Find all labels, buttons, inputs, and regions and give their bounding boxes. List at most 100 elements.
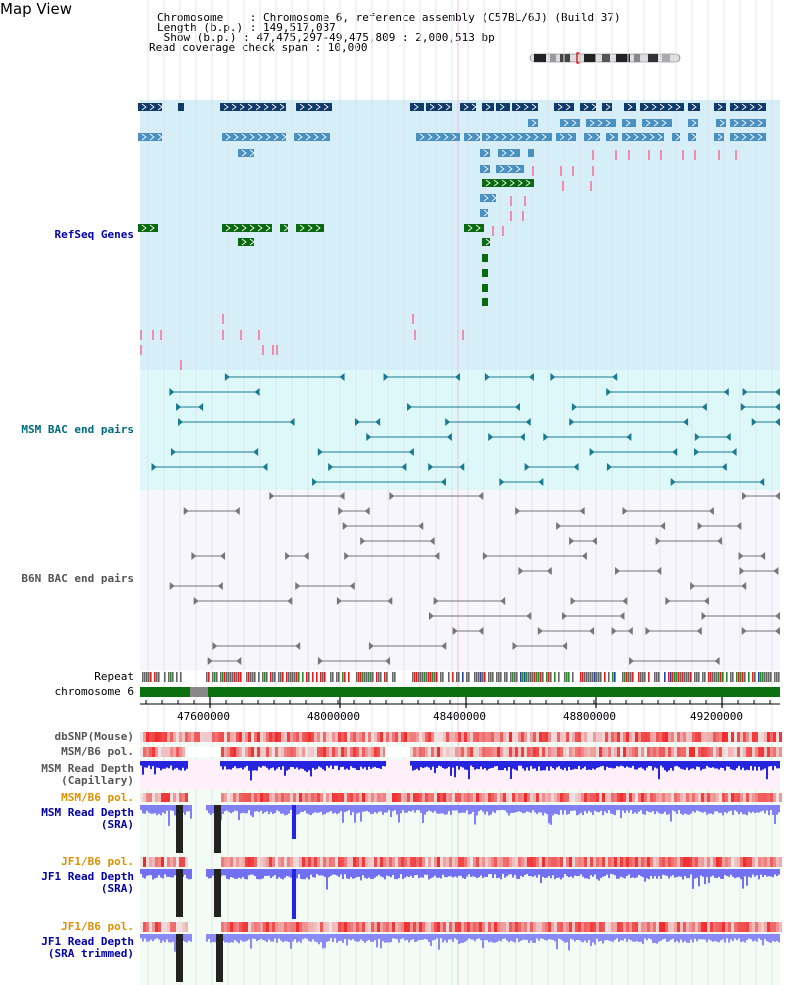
read-depth-bar	[174, 761, 176, 769]
polymorphism-cell	[707, 732, 710, 742]
read-depth-bar	[318, 869, 320, 876]
read-depth-bar	[712, 761, 714, 768]
polymorphism-cell	[626, 747, 629, 757]
read-depth-bar	[732, 934, 734, 942]
polymorphism-cell	[503, 732, 506, 742]
read-depth-bar	[298, 761, 300, 770]
read-depth-bar	[286, 761, 288, 771]
gene-strand-arrow	[733, 119, 739, 127]
read-depth-bar	[490, 934, 492, 942]
read-depth-bar	[454, 805, 456, 811]
repeat-mark	[292, 672, 294, 682]
read-depth-bar	[508, 805, 510, 816]
read-depth-bar	[140, 761, 142, 766]
polymorphism-cell	[392, 793, 395, 802]
polymorphism-cell	[269, 857, 272, 867]
read-depth-bar	[502, 869, 504, 874]
polymorphism-cell	[638, 793, 641, 802]
polymorphism-cell	[725, 857, 728, 867]
read-depth-bar	[332, 761, 334, 769]
read-depth-bar	[556, 869, 558, 878]
read-depth-bar	[774, 761, 776, 767]
polymorphism-cell	[641, 793, 644, 802]
repeat-mark	[168, 672, 170, 682]
polymorphism-cell	[746, 747, 749, 757]
read-depth-bar	[764, 805, 766, 814]
polymorphism-cell	[332, 793, 335, 802]
read-depth-bar	[644, 805, 646, 815]
read-depth-bar	[624, 805, 626, 814]
read-depth-bar	[346, 761, 348, 769]
polymorphism-cell	[407, 793, 410, 802]
polymorphism-cell	[281, 857, 284, 867]
read-depth-bar	[740, 869, 742, 880]
repeat-mark	[208, 672, 210, 682]
polymorphism-cell	[629, 793, 632, 802]
read-depth-bar	[288, 805, 290, 814]
read-depth-bar	[208, 934, 210, 939]
repeat-mark	[344, 672, 346, 682]
repeat-mark	[378, 672, 380, 682]
polymorphism-cell	[164, 732, 167, 742]
repeat-mark	[548, 672, 550, 682]
polymorphism-cell	[659, 732, 662, 742]
read-depth-bar	[538, 934, 540, 941]
read-depth-bar	[370, 934, 372, 942]
read-depth-bar	[610, 805, 612, 814]
read-depth-bar	[526, 869, 528, 874]
polymorphism-cell	[734, 922, 737, 932]
repeat-mark	[774, 672, 776, 682]
read-depth-bar	[484, 869, 486, 877]
repeat-mark	[342, 672, 344, 682]
polymorphism-cell	[146, 732, 149, 742]
polymorphism-cell	[329, 793, 332, 802]
polymorphism-cell	[644, 922, 647, 932]
polymorphism-cell	[374, 922, 377, 932]
chromosome-ideogram[interactable]	[528, 52, 683, 64]
polymorphism-cell	[389, 857, 392, 867]
polymorphism-cell	[674, 793, 677, 802]
repeat-mark	[776, 672, 778, 682]
read-depth-bar	[632, 934, 634, 942]
polymorphism-cell	[149, 922, 152, 932]
read-depth-bar	[544, 761, 546, 771]
read-depth-bar	[650, 761, 652, 767]
read-depth-bar	[560, 934, 562, 940]
gene-block	[220, 103, 286, 111]
polymorphism-cell	[455, 857, 458, 867]
read-depth-bar	[398, 934, 400, 943]
repeat-mark	[718, 672, 720, 682]
polymorphism-cell	[548, 747, 551, 757]
polymorphism-cell	[611, 922, 614, 932]
read-depth-bar	[660, 805, 662, 814]
polymorphism-cell	[755, 793, 758, 802]
polymorphism-cell	[551, 747, 554, 757]
read-depth-bar	[228, 761, 230, 770]
repeat-mark	[476, 672, 478, 682]
read-depth-bar	[646, 805, 648, 811]
read-depth-bar	[144, 869, 146, 879]
read-depth-bar	[336, 934, 338, 943]
read-depth-bar	[566, 934, 568, 943]
read-depth-bar	[642, 805, 644, 815]
polymorphism-cell	[464, 732, 467, 742]
bac-end-marker	[546, 567, 552, 575]
read-depth-bar	[480, 761, 482, 767]
polymorphism-cell	[143, 747, 146, 757]
polymorphism-cell	[695, 747, 698, 757]
polymorphism-cell	[347, 857, 350, 867]
polymorphism-cell	[743, 922, 746, 932]
polymorphism-cell	[455, 793, 458, 802]
repeat-mark	[452, 672, 454, 682]
polymorphism-cell	[422, 857, 425, 867]
repeat-mark	[540, 672, 542, 682]
polymorphism-cell	[575, 747, 578, 757]
read-depth-bar	[146, 805, 148, 811]
read-depth-bar	[410, 934, 412, 941]
gene-strand-arrow	[509, 149, 515, 157]
jf1-pol-trim-label: JF1/B6 pol.	[61, 920, 134, 933]
read-depth-bar	[550, 805, 552, 825]
polymorphism-cell	[581, 857, 584, 867]
read-depth-bar	[142, 934, 144, 942]
